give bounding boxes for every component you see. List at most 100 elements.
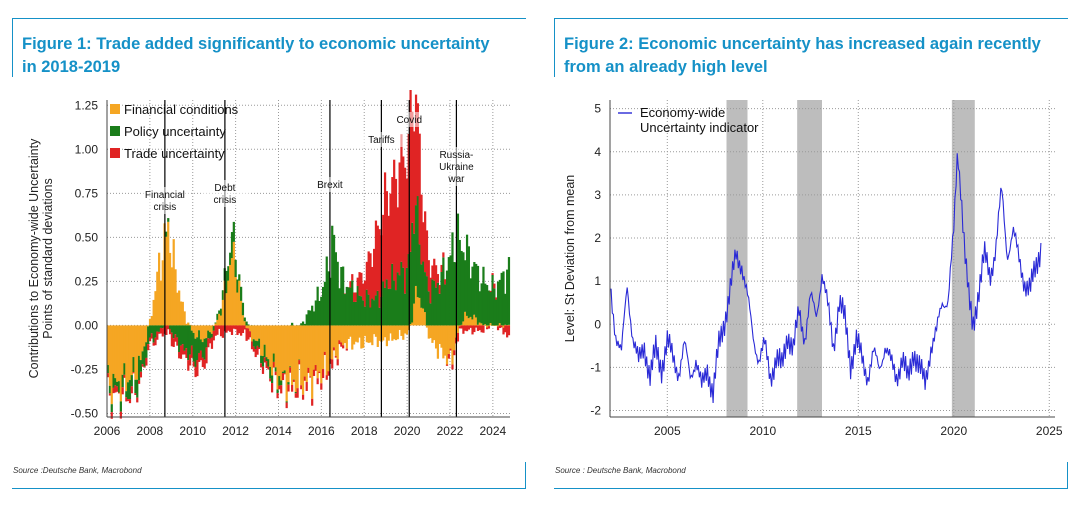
stacked-bar-segment: [496, 325, 500, 327]
stacked-bar-segment: [210, 333, 214, 338]
stacked-bar-segment: [322, 286, 325, 326]
stacked-bar-segment: [198, 352, 201, 362]
stacked-bar-segment: [394, 178, 398, 291]
x-tick-label: 2014: [265, 424, 292, 438]
stacked-bar-segment: [187, 360, 190, 371]
stacked-bar-segment: [340, 266, 343, 326]
stacked-bar-segment: [422, 261, 425, 309]
stacked-bar-segment: [123, 325, 126, 364]
stacked-bar-segment: [280, 380, 283, 386]
stacked-bar-segment: [440, 264, 443, 273]
stacked-bar-segment: [507, 257, 511, 325]
stacked-bar-segment: [125, 397, 128, 402]
stacked-bar-segment: [229, 325, 232, 332]
stacked-bar-segment: [136, 379, 139, 398]
stacked-bar-segment: [152, 299, 155, 326]
stacked-bar-segment: [110, 404, 113, 413]
stacked-bar-segment: [453, 350, 456, 356]
stacked-bar-segment: [394, 325, 398, 341]
stacked-bar-segment: [181, 325, 184, 345]
stacked-bar-segment: [119, 401, 122, 412]
panel-bottom-rule: [12, 488, 526, 489]
stacked-bar-segment: [214, 325, 217, 336]
stacked-bar-segment: [480, 325, 483, 333]
stacked-bar-segment: [416, 196, 419, 298]
stacked-bar-segment: [336, 359, 339, 366]
stacked-bar-segment: [205, 338, 208, 348]
stacked-bar-segment: [281, 371, 285, 374]
stacked-bar-segment: [473, 325, 476, 333]
stacked-bar-segment: [296, 325, 299, 389]
stacked-bar-segment: [291, 322, 294, 326]
stacked-bar-segment: [484, 283, 487, 325]
stacked-bar-segment: [403, 293, 407, 326]
figure-1-panel: Figure 1: Trade added significantly to e…: [0, 0, 528, 510]
stacked-bar-segment: [240, 325, 243, 336]
stacked-bar-segment: [247, 324, 250, 326]
y-tick-label: 1.25: [75, 98, 99, 112]
stacked-bar-segment: [478, 325, 481, 331]
stacked-bar-segment: [471, 325, 474, 335]
stacked-bar-segment: [342, 266, 345, 326]
stacked-bar-segment: [356, 286, 359, 326]
stacked-bar-segment: [418, 244, 421, 298]
legend-swatch: [110, 126, 120, 136]
y-tick-label: 2: [594, 231, 601, 245]
stacked-bar-segment: [495, 297, 498, 300]
stacked-bar-segment: [265, 361, 268, 369]
x-tick-label: 2020: [394, 424, 421, 438]
legend-label: Financial conditions: [124, 102, 239, 117]
stacked-bar-segment: [274, 371, 277, 376]
stacked-bar-segment: [165, 231, 168, 237]
stacked-bar-segment: [269, 378, 272, 382]
stacked-bar-segment: [216, 313, 219, 320]
stacked-bar-segment: [323, 281, 327, 326]
stacked-bar-segment: [345, 348, 348, 351]
stacked-bar-segment: [482, 325, 485, 333]
y-axis-label: Contributions to Economy-wide Uncertaint…: [27, 138, 55, 378]
stacked-bar-segment: [424, 272, 427, 313]
stacked-bar-segment: [234, 259, 237, 278]
x-tick-label: 2005: [654, 424, 681, 438]
stacked-bar-segment: [363, 306, 367, 326]
stacked-bar-segment: [402, 267, 405, 326]
stacked-bar-segment: [336, 261, 339, 326]
stacked-bar-segment: [291, 384, 294, 392]
stacked-bar-segment: [336, 325, 339, 360]
stacked-bar-segment: [260, 363, 263, 368]
stacked-bar-segment: [201, 325, 204, 343]
stacked-bar-segment: [325, 375, 328, 380]
stacked-bar-segment: [156, 331, 159, 340]
stacked-bar-segment: [442, 257, 445, 326]
stacked-bar-segment: [373, 248, 376, 301]
stacked-bar-segment: [269, 366, 272, 379]
stacked-bar-segment: [156, 271, 159, 326]
stacked-bar-segment: [398, 325, 401, 330]
legend-swatch: [110, 148, 120, 158]
stacked-bar-segment: [185, 325, 188, 349]
stacked-bar-segment: [444, 284, 447, 326]
stacked-bar-segment: [300, 385, 303, 390]
stacked-bar-segment: [405, 267, 409, 326]
stacked-bar-segment: [424, 211, 427, 273]
stacked-bar-segment: [396, 207, 399, 273]
stacked-bar-segment: [389, 325, 392, 334]
y-tick-label: 0: [594, 317, 601, 331]
stacked-bar-segment: [456, 332, 460, 342]
x-tick-label: 2024: [479, 424, 506, 438]
stacked-bar-segment: [117, 325, 121, 382]
stacked-bar-segment: [218, 313, 221, 326]
stacked-bar-segment: [433, 325, 436, 341]
stacked-bar-segment: [201, 357, 204, 368]
stacked-bar-segment: [232, 221, 235, 242]
stacked-bar-segment: [343, 325, 347, 344]
stacked-bar-segment: [108, 393, 112, 396]
stacked-bar-segment: [161, 325, 164, 329]
stacked-bar-segment: [232, 325, 235, 329]
stacked-bar-segment: [396, 325, 399, 340]
stacked-bar-segment: [170, 267, 173, 326]
stacked-bar-segment: [127, 399, 130, 402]
stacked-bar-segment: [398, 162, 401, 276]
y-axis-label: Level: St Deviation from mean: [563, 175, 577, 342]
uncertainty-indicator-line-chart: 5 4 3 2 1 0 -1 -2 2005 2010 2015 2020 2025 Economy-wi…: [563, 100, 1063, 438]
